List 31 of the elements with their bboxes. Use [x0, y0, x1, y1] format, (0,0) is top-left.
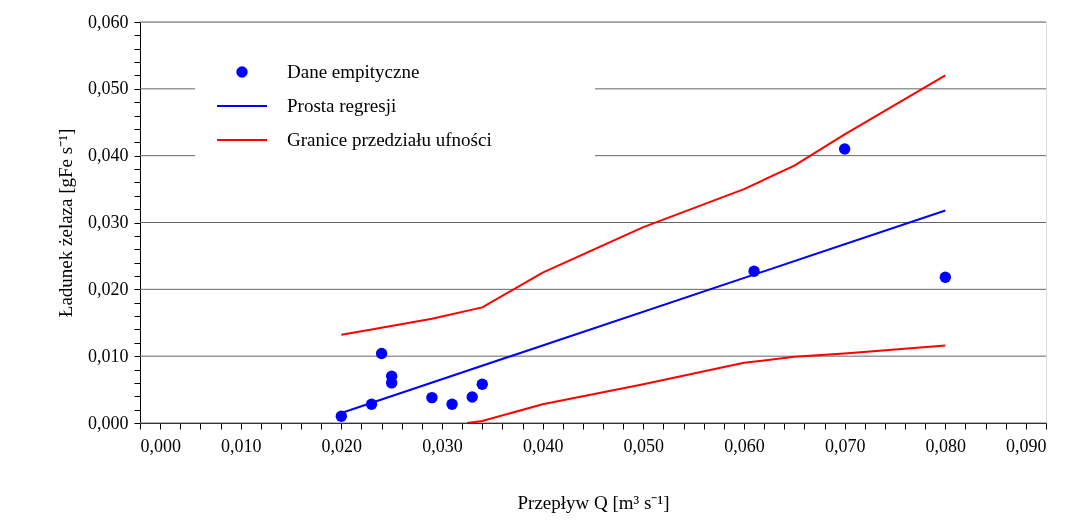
- y-tick-label: 0,010: [88, 345, 129, 366]
- y-tick-label: 0,040: [88, 145, 129, 166]
- x-tick-label: 0,060: [724, 435, 765, 456]
- legend-label: Prosta regresji: [287, 95, 397, 116]
- y-tick-label: 0,060: [88, 11, 129, 32]
- x-tick-label: 0,020: [321, 435, 363, 456]
- y-tick-label: 0,000: [88, 412, 129, 433]
- x-tick-label: 0,070: [824, 435, 866, 456]
- point: [375, 347, 388, 360]
- y-tick-label: 0,020: [88, 278, 129, 299]
- y-tick-label: 0,050: [88, 78, 129, 99]
- point: [335, 410, 348, 423]
- point: [466, 391, 478, 403]
- x-tick-label: 0,080: [925, 435, 967, 456]
- legend-label: Granice przedziału ufności: [287, 129, 492, 150]
- point: [446, 398, 458, 410]
- point: [939, 271, 952, 283]
- y-axis-title: Ładunek żelaza [gFe s⁻¹]: [55, 128, 76, 318]
- x-tick-label: 0,010: [220, 435, 262, 456]
- point: [476, 378, 488, 390]
- x-tick-label: 0,030: [422, 435, 463, 456]
- x-tick-label: 0,000: [140, 435, 181, 456]
- x-tick-label: 0,040: [522, 435, 564, 456]
- x-tick-label: 0,090: [1006, 435, 1047, 456]
- point: [838, 143, 851, 155]
- x-tick-label: 0,050: [623, 435, 665, 456]
- x-axis-title: Przepływ Q [m³ s⁻¹]: [517, 491, 670, 513]
- legend-label: Dane empityczne: [287, 61, 420, 82]
- y-tick-label: 0,030: [88, 212, 129, 232]
- line-series: [466, 344, 947, 423]
- point: [426, 391, 438, 404]
